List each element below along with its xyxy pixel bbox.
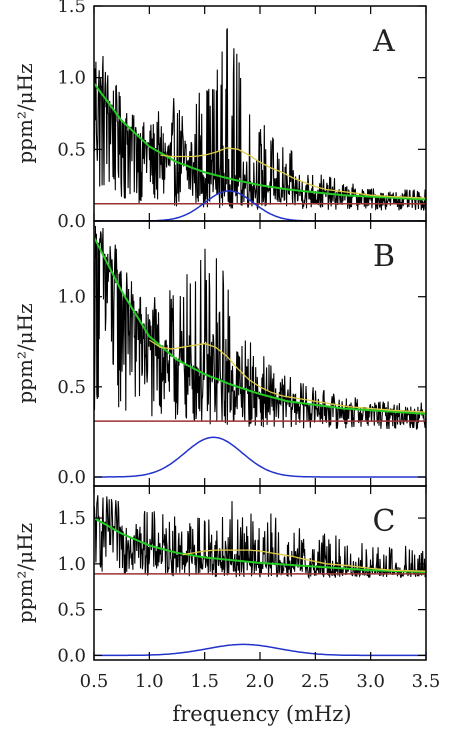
x-tick-label: 2.5 [301,671,330,692]
gaussian-envelope-line [94,436,426,478]
y-tick-label: 1.0 [57,68,86,89]
x-tick-label: 1.0 [135,671,164,692]
y-axis-label: ppm²/μHz [13,63,37,163]
y-tick-label: 0.0 [57,467,86,488]
x-tick-label: 0.5 [80,671,109,692]
y-tick-label: 1.0 [57,287,86,308]
y-tick-label: 1.0 [57,554,86,575]
x-axis-label: frequency (mHz) [172,702,351,726]
smoothed-line [160,147,426,199]
x-tick-label: 2.0 [246,671,275,692]
y-tick-label: 0.0 [57,211,86,232]
panel-label: A [372,24,395,59]
y-axis-label: ppm²/μHz [13,523,37,623]
y-tick-label: 1.5 [57,508,86,529]
y-tick-label: 1.5 [57,0,86,17]
spectrum-line [94,28,426,211]
background-fit-line [94,236,426,415]
y-axis-label: ppm²/μHz [13,303,37,403]
spectrum-line [94,225,426,430]
chart-content: 0.00.51.01.5Appm²/μHz0.00.51.0Bppm²/μHz0… [13,0,440,692]
plot-area [94,225,426,478]
background-fit-line [94,82,426,201]
background-fit-line [94,517,426,574]
y-tick-label: 0.5 [57,377,86,398]
smoothed-line [148,339,426,413]
y-tick-label: 0.5 [57,139,86,160]
x-tick-label: 3.0 [356,671,385,692]
y-tick-label: 0.0 [57,645,86,666]
spectrum-line [94,495,426,580]
smoothed-line [182,549,426,572]
x-tick-label: 1.5 [190,671,219,692]
y-tick-label: 0.5 [57,600,86,621]
panel-label: B [373,239,395,274]
x-tick-label: 3.5 [412,671,441,692]
panel-label: C [373,504,396,539]
